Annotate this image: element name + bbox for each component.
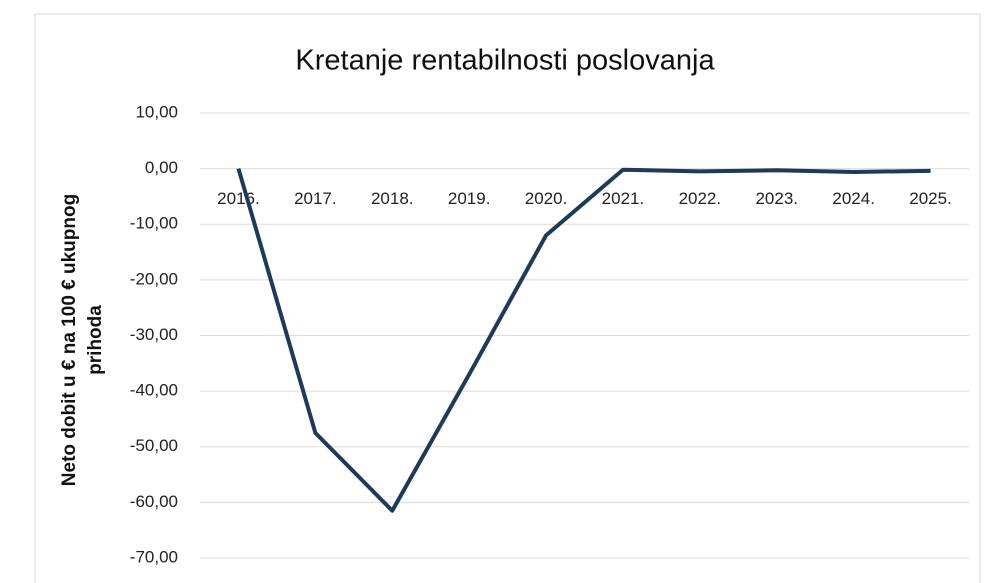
x-tick-label: 2016. [217,189,260,208]
x-tick-label: 2020. [525,189,568,208]
y-tick-label: -50,00 [130,436,178,455]
x-tick-label: 2022. [679,189,722,208]
line-series [236,167,931,513]
y-tick-label: -40,00 [130,381,178,400]
x-tick-label: 2025. [909,189,952,208]
x-tick-label: 2017. [294,189,337,208]
x-tick-label: 2018. [371,189,414,208]
y-tick-label: -30,00 [130,325,178,344]
chart-title: Kretanje rentabilnosti poslovanja [295,45,715,77]
y-tick-label: -10,00 [130,214,178,233]
y-tick-label: -70,00 [130,547,178,566]
y-axis-title: Neto dobit u € na 100 € ukupnog [59,194,80,486]
x-tick-label: 2021. [602,189,645,208]
y-tick-label: -60,00 [130,492,178,511]
x-tick-label: 2024. [832,189,875,208]
y-tick-label: 10,00 [135,102,178,121]
x-tick-label: 2023. [755,189,798,208]
y-tick-label: 0,00 [145,158,178,177]
y-tick-label: -20,00 [130,269,178,288]
chart-frame [34,13,981,583]
x-tick-label: 2019. [448,189,491,208]
y-axis-title: prihoda [85,305,106,375]
